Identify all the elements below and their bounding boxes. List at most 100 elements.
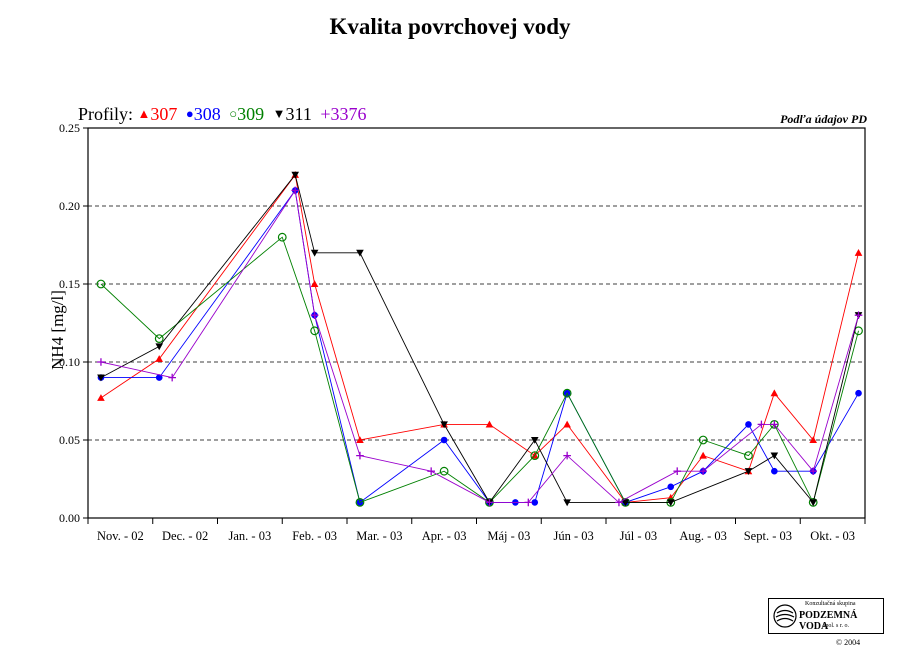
data-point — [673, 467, 682, 475]
chart-title: Kvalita povrchovej vody — [329, 14, 571, 39]
data-point — [155, 374, 163, 381]
x-tick-label: Nov. - 02 — [97, 529, 144, 543]
data-point — [155, 355, 164, 362]
x-tick-label: Okt. - 03 — [810, 529, 855, 543]
y-tick-label: 0.15 — [59, 277, 80, 291]
x-tick-label: Dec. - 02 — [162, 529, 208, 543]
data-point — [355, 498, 365, 507]
data-point — [356, 249, 364, 257]
series-3376 — [97, 186, 863, 507]
x-tick-label: Máj - 03 — [487, 529, 530, 543]
series-308 — [97, 187, 862, 506]
data-point — [524, 498, 533, 507]
y-tick-label: 0.25 — [59, 121, 80, 135]
data-point — [855, 389, 862, 397]
data-point — [485, 498, 494, 507]
data-point — [97, 358, 105, 366]
legend-label: 309 — [237, 104, 265, 124]
data-point — [168, 373, 176, 382]
source-note: Podľa údajov PD — [780, 112, 867, 126]
data-point — [427, 467, 435, 475]
legend-marker-icon: + — [320, 104, 331, 124]
legend-label: 3376 — [330, 104, 367, 124]
data-point — [745, 421, 752, 428]
legend-items: ▲307 ●308 ○309 ▼311 +3376 — [138, 104, 371, 124]
data-point — [699, 451, 707, 459]
legend-label: 308 — [193, 104, 221, 124]
data-point — [291, 186, 299, 195]
data-point — [770, 420, 779, 429]
x-tick-label: Jan. - 03 — [229, 529, 272, 543]
data-point — [698, 435, 708, 445]
legend-marker-icon: ▼ — [272, 106, 286, 121]
data-point — [744, 468, 753, 475]
data-point — [440, 436, 448, 444]
logo-line-2: PODZEMNÁ VODA — [799, 610, 858, 632]
data-point — [310, 326, 320, 336]
y-tick-label: 0.05 — [59, 433, 80, 447]
data-point — [770, 452, 779, 460]
data-point — [154, 334, 164, 344]
data-point — [310, 280, 319, 288]
x-tick-label: Aug. - 03 — [679, 529, 727, 543]
data-point — [96, 279, 106, 289]
data-point — [310, 249, 319, 257]
y-tick-label: 0.10 — [59, 355, 80, 369]
data-point — [562, 388, 572, 398]
data-point — [757, 420, 766, 429]
data-point — [854, 249, 863, 256]
data-point — [531, 499, 539, 506]
data-point — [277, 232, 287, 242]
data-point — [440, 421, 448, 429]
legend-item: +3376 — [320, 104, 366, 125]
data-point — [809, 436, 817, 444]
data-point — [485, 420, 494, 428]
data-point — [291, 171, 299, 179]
x-tick-label: Apr. - 03 — [422, 529, 467, 543]
legend-marker-icon: ● — [185, 106, 194, 121]
x-tick-label: Júl - 03 — [620, 529, 658, 543]
legend-item: ▲307 — [138, 104, 178, 125]
y-tick-label: 0.20 — [59, 199, 80, 213]
data-point — [666, 499, 675, 507]
legend-marker-icon: ▲ — [137, 106, 151, 121]
legend-item: ▼311 — [273, 104, 312, 125]
logo-line-1: Konzultačná skupina — [805, 601, 856, 607]
series-311 — [97, 171, 863, 507]
data-point — [621, 499, 630, 507]
legend-label: 311 — [285, 104, 312, 124]
series-line — [100, 173, 859, 503]
data-point — [155, 343, 164, 351]
data-point — [310, 311, 319, 319]
data-point — [809, 467, 817, 475]
legend-prefix: Profily: — [78, 104, 134, 124]
data-point — [744, 451, 753, 461]
x-tick-label: Jún - 03 — [553, 529, 593, 543]
data-point — [530, 451, 540, 461]
legend-item: ●308 — [186, 104, 221, 125]
copyright: © 2004 — [836, 638, 861, 647]
x-tick-label: Feb. - 03 — [292, 529, 337, 543]
data-point — [530, 436, 539, 444]
logo-mark-icon — [773, 604, 797, 628]
data-point — [97, 394, 105, 401]
y-tick-label: 0.00 — [59, 511, 80, 525]
data-point — [699, 467, 707, 475]
series-line — [100, 236, 859, 504]
x-tick-label: Sept. - 03 — [744, 529, 792, 543]
legend-label: 307 — [150, 104, 178, 124]
series-309 — [96, 232, 863, 507]
data-point — [563, 451, 571, 460]
legend-marker-icon: ○ — [229, 106, 238, 121]
data-point — [667, 483, 675, 491]
data-point — [615, 498, 623, 507]
data-point — [809, 499, 817, 507]
data-point — [770, 389, 779, 397]
data-point — [563, 420, 571, 428]
data-point — [563, 499, 571, 507]
data-point — [439, 466, 449, 476]
logo-line-3: spol. s r. o. — [823, 623, 850, 629]
data-point — [854, 311, 863, 319]
data-point — [356, 451, 364, 460]
